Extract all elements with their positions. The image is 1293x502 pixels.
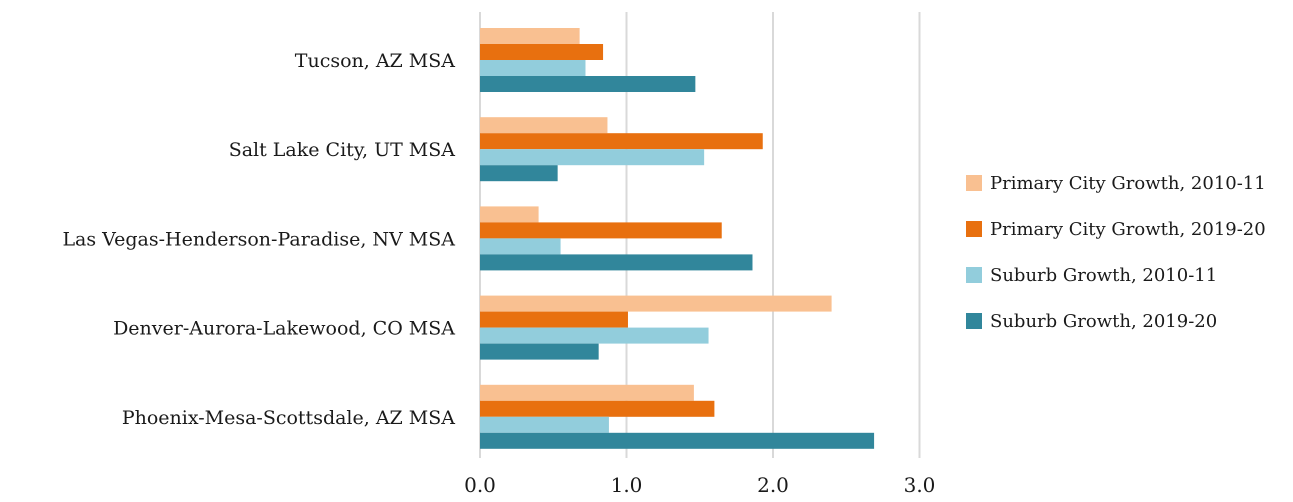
bar	[480, 311, 628, 328]
legend-item: Suburb Growth, 2019-20	[966, 298, 1286, 344]
x-tick-label: 1.0	[611, 473, 643, 497]
legend-label: Primary City Growth, 2010-11	[990, 172, 1266, 194]
bar	[480, 133, 763, 150]
legend-swatch	[966, 267, 982, 283]
bar	[480, 44, 604, 60]
legend-item: Primary City Growth, 2019-20	[966, 206, 1286, 252]
bar	[480, 254, 753, 271]
legend: Primary City Growth, 2010-11 Primary Cit…	[966, 160, 1286, 344]
x-tick-label: 0.0	[464, 473, 496, 497]
legend-swatch	[966, 313, 982, 329]
bar	[480, 416, 609, 433]
bar	[480, 432, 875, 449]
bar	[480, 28, 580, 44]
legend-label: Suburb Growth, 2019-20	[990, 310, 1218, 332]
x-tick-labels: 0.0 1.0 2.0 3.0	[464, 473, 935, 497]
x-tick-label: 3.0	[904, 473, 936, 497]
bar	[480, 149, 705, 166]
x-tick-label: 2.0	[757, 473, 789, 497]
bar	[480, 117, 608, 134]
category-label: Tucson, AZ MSA	[295, 50, 455, 72]
bar	[480, 343, 599, 360]
bar	[480, 222, 722, 239]
category-label: Las Vegas-Henderson-Paradise, NV MSA	[62, 228, 455, 250]
legend-swatch	[966, 175, 982, 191]
bar	[480, 238, 561, 255]
category-labels: Phoenix-Mesa-Scottsdale, AZ MSA Denver-Au…	[62, 50, 455, 429]
bar	[480, 295, 832, 312]
bar	[480, 165, 558, 182]
category-label: Denver-Aurora-Lakewood, CO MSA	[113, 318, 455, 340]
bar	[480, 327, 709, 344]
bar	[480, 400, 715, 417]
bar	[480, 60, 586, 76]
category-label: Salt Lake City, UT MSA	[229, 139, 456, 161]
legend-swatch	[966, 221, 982, 237]
legend-item: Suburb Growth, 2010-11	[966, 252, 1286, 298]
legend-item: Primary City Growth, 2010-11	[966, 160, 1286, 206]
category-label: Phoenix-Mesa-Scottsdale, AZ MSA	[122, 407, 455, 429]
legend-label: Primary City Growth, 2019-20	[990, 218, 1266, 240]
bar	[480, 76, 696, 92]
bars	[480, 28, 875, 449]
bar	[480, 206, 539, 223]
bar	[480, 384, 694, 401]
legend-label: Suburb Growth, 2010-11	[990, 264, 1218, 286]
